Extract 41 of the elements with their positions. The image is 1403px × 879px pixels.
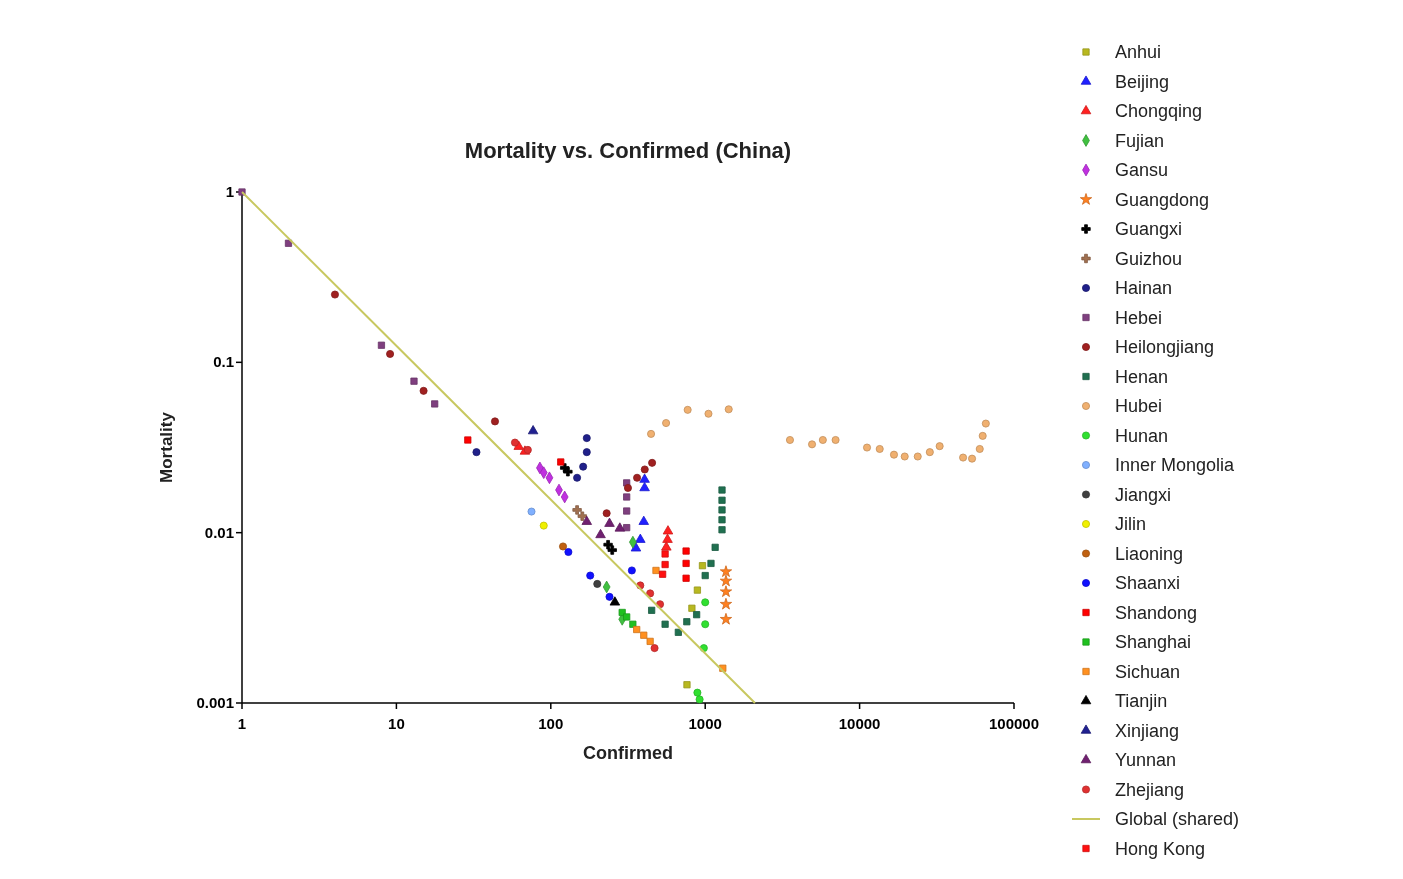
legend-label: Shaanxi <box>1115 573 1181 593</box>
legend-label: Guangdong <box>1115 189 1210 210</box>
legend-label: Hebei <box>1115 307 1163 328</box>
x-tick-label: 1000 <box>688 715 722 732</box>
legend-label: Yunnan <box>1115 750 1177 770</box>
legend-label: Chongqing <box>1115 101 1203 121</box>
y-tick-label: 1 <box>225 183 234 200</box>
chart-title: Mortality vs. Confirmed (China) <box>464 138 792 163</box>
x-tick-label: 1 <box>237 715 247 732</box>
legend-label: Inner Mongolia <box>1115 455 1236 475</box>
x-axis-title: Confirmed <box>583 743 673 763</box>
legend-label: Hunan <box>1115 425 1169 446</box>
legend-label: Anhui <box>1115 42 1162 62</box>
legend-label: Tianjin <box>1115 691 1168 711</box>
legend-label: Jilin <box>1115 514 1147 534</box>
legend-label: Gansu <box>1115 160 1169 180</box>
x-tick-label: 10000 <box>838 715 881 732</box>
legend-label: Hainan <box>1115 278 1173 298</box>
legend-label: Fujian <box>1115 130 1165 151</box>
legend-label: Liaoning <box>1115 543 1184 564</box>
legend-label: Sichuan <box>1115 661 1181 682</box>
legend-label: Jiangxi <box>1115 484 1172 505</box>
legend-label: Xinjiang <box>1115 720 1180 741</box>
legend-label: Hong Kong <box>1115 838 1206 859</box>
legend-label: Heilongjiang <box>1115 337 1215 357</box>
x-tick-label: 10 <box>388 715 405 732</box>
y-tick-label: 0.1 <box>213 353 234 371</box>
y-axis-title: Mortality <box>157 411 176 483</box>
legend-label: Guizhou <box>1115 248 1183 269</box>
legend-label: Shanghai <box>1115 632 1192 652</box>
legend-label: Hubei <box>1115 396 1163 416</box>
x-tick-label: 100 <box>538 715 564 732</box>
legend-label: Zhejiang <box>1115 779 1185 800</box>
y-tick-label: 0.001 <box>196 694 234 711</box>
legend-label: Shandong <box>1115 602 1198 623</box>
y-tick-label: 0.01 <box>204 523 234 541</box>
legend-label: Global (shared) <box>1115 809 1240 829</box>
legend-label: Henan <box>1115 366 1169 387</box>
legend-label: Guangxi <box>1115 219 1183 239</box>
legend-label: Beijing <box>1115 71 1170 92</box>
x-tick-label: 100000 <box>988 715 1040 732</box>
